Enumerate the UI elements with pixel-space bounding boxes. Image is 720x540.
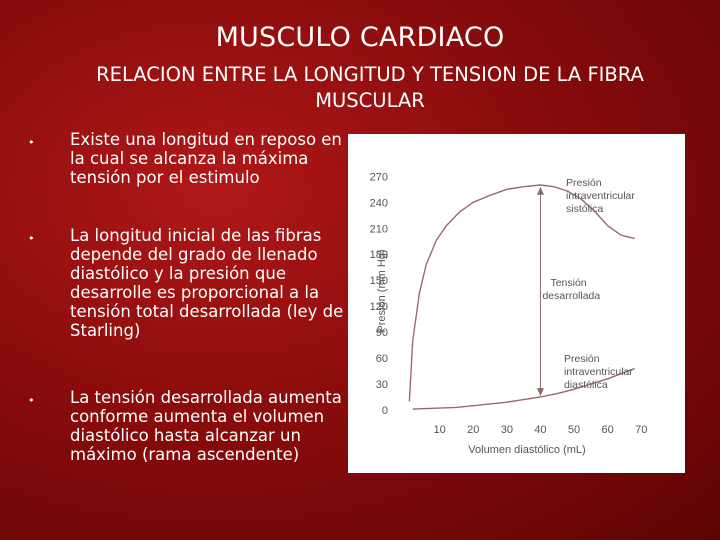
- x-tick-label: 20: [467, 424, 479, 436]
- pressure-volume-chart: 0 30 60 90 120 150 180 210 240 270 10 20 30 40 50 60 70 V…: [370, 171, 648, 456]
- bullet-text: La longitud inicial de las fibras depend…: [70, 226, 344, 340]
- chart-figure: 0 30 60 90 120 150 180 210 240 270 10 20 30 40 50 60 70 V…: [348, 134, 685, 473]
- y-tick-label: 90: [376, 327, 388, 339]
- bullet-dot: •: [28, 136, 35, 149]
- bullet-dot: •: [28, 232, 35, 245]
- x-tick-label: 50: [568, 424, 580, 436]
- y-tick-label: 240: [370, 197, 388, 209]
- y-tick-label: 120: [370, 301, 388, 313]
- y-axis-label: Presión (mm Hg): [376, 249, 388, 332]
- x-tick-label: 60: [602, 424, 614, 436]
- x-tick-label: 30: [501, 424, 513, 436]
- y-tick-label: 150: [370, 275, 388, 287]
- diastolic-series-label: Presión intraventricular diastólica: [564, 353, 633, 391]
- tension-arrow-head-down: [536, 388, 544, 397]
- y-tick-label: 0: [382, 405, 388, 417]
- x-tick-label: 70: [635, 424, 647, 436]
- x-tick-label: 40: [534, 424, 546, 436]
- y-tick-label: 180: [370, 249, 388, 261]
- y-tick-label: 210: [370, 223, 388, 235]
- tension-arrow-head-up: [536, 186, 544, 195]
- y-tick-label: 60: [376, 353, 388, 365]
- x-tick-label: 10: [433, 424, 445, 436]
- y-tick-label: 30: [376, 379, 388, 391]
- diastolic-pressure-curve: [412, 367, 635, 410]
- systolic-pressure-curve: [408, 184, 635, 402]
- y-tick-label: 270: [370, 171, 388, 183]
- bullet-dot: •: [28, 394, 35, 407]
- slide-subtitle: RELACION ENTRE LA LONGITUD Y TENSION DE …: [96, 63, 644, 112]
- x-axis-label: Volumen diastólico (mL): [468, 444, 585, 456]
- tension-annotation: Tensión desarrollada: [542, 277, 600, 302]
- bullet-text: La tensión desarrollada aumenta conforme…: [70, 388, 342, 464]
- systolic-series-label: Presión intraventricular sistólica: [566, 177, 635, 215]
- bullet-text: Existe una longitud en reposo en la cual…: [70, 130, 342, 187]
- slide-title: MUSCULO CARDIACO: [215, 22, 505, 53]
